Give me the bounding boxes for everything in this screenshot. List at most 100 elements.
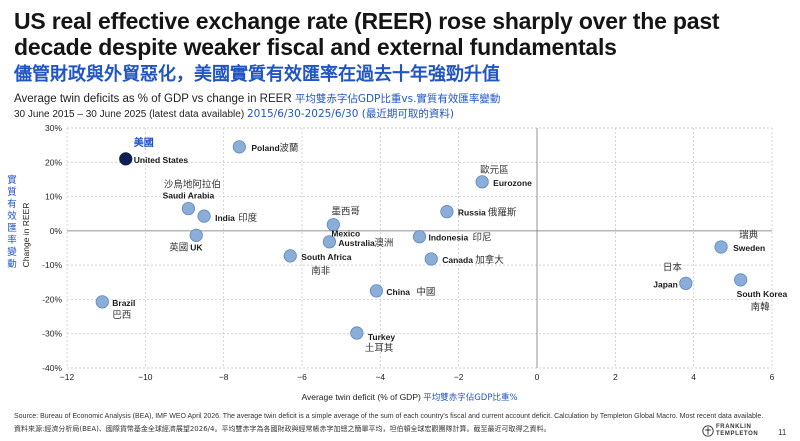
point-label-russia: Russia — [458, 208, 486, 218]
point-label-cn-russia: 俄羅斯 — [488, 207, 517, 219]
point-label-cn-south-korea: 南韓 — [751, 301, 771, 313]
point-label-cn-canada: 加拿大 — [475, 254, 504, 266]
point-brazil — [95, 295, 109, 309]
source-note-cn: 資料來源:經濟分析局(BEA)、國際貨幣基金全球經濟展望2026/4。平均雙赤字… — [14, 425, 551, 433]
x-tick-label: 4 — [691, 372, 696, 382]
point-label-cn-brazil: 巴西 — [112, 310, 131, 321]
date-range-en: 30 June 2015 – 30 June 2025 (latest data… — [14, 109, 245, 120]
point-label-australia: Australia — [338, 238, 375, 248]
point-label-united-states: United States — [134, 155, 189, 165]
point-label-cn-poland: 波蘭 — [279, 142, 298, 154]
y-axis-label-cn-char: 率 — [7, 234, 17, 246]
logo-emblem-icon — [702, 425, 714, 437]
point-mexico — [326, 218, 340, 232]
chart-description-cn: 平均雙赤字佔GDP比重vs.實質有效匯率變動 — [294, 93, 501, 105]
point-label-mexico: Mexico — [331, 229, 360, 239]
x-tick-label: −6 — [297, 372, 307, 382]
point-label-indonesia: Indonesia — [429, 233, 469, 243]
point-label-eurozone: Eurozone — [493, 178, 532, 188]
y-axis-label-cn-char: 有 — [7, 198, 17, 210]
x-axis-label: Average twin deficit (% of GDP) 平均雙赤字佔GD… — [301, 392, 517, 403]
point-label-uk: UK — [190, 242, 203, 252]
y-axis-label-en: Change in REER — [21, 203, 31, 268]
y-tick-label: -40% — [42, 363, 62, 373]
logo-line-1: FRANKLIN — [716, 424, 752, 430]
y-axis-label-cn-char: 質 — [7, 186, 17, 198]
x-tick-label: 0 — [535, 372, 540, 382]
chart-description: Average twin deficits as % of GDP vs cha… — [14, 91, 500, 106]
point-china — [369, 284, 384, 298]
point-label-turkey: Turkey — [368, 332, 396, 342]
axes: -40% -30% -20% -10% 0% 10% 20% 30% −12 −10 −8 −6 −4 −… — [7, 123, 774, 403]
source-note-en: Source: Bureau of Economic Analysis (BEA… — [14, 413, 764, 420]
point-label-cn-united-states: 美國 — [134, 136, 154, 149]
point-eurozone — [475, 175, 489, 189]
y-tick-label: -20% — [42, 294, 62, 304]
point-label-cn-mexico: 墨西哥 — [331, 207, 360, 218]
x-tick-label: 6 — [770, 372, 775, 382]
point-label-china: China — [386, 287, 410, 297]
x-tick-label: −8 — [219, 372, 229, 382]
x-tick-label: −2 — [454, 372, 464, 382]
point-labels: United States 美國 Poland 波蘭 Saudi Arabia沙烏地阿拉… — [112, 136, 787, 354]
point-label-cn-south-africa: 南非 — [311, 265, 331, 277]
point-saudi-arabia — [181, 201, 196, 216]
point-label-cn-uk: 英國 — [169, 241, 188, 253]
y-tick-label: 30% — [45, 123, 62, 133]
point-label-poland: Poland — [251, 143, 279, 153]
y-axis-label-cn-char: 變 — [7, 246, 17, 258]
page-number: 11 — [778, 428, 787, 437]
y-axis-label-cn-char: 效 — [7, 210, 17, 222]
point-poland — [232, 140, 246, 154]
y-tick-label: 20% — [45, 157, 62, 167]
date-range-cn: 2015/6/30-2025/6/30 (最近期可取的資料) — [246, 108, 454, 120]
point-label-cn-eurozone: 歐元區 — [480, 164, 509, 176]
point-label-cn-japan: 日本 — [663, 261, 683, 273]
point-label-cn-sweden: 瑞典 — [739, 229, 759, 241]
point-label-saudi-arabia: Saudi Arabia — [163, 191, 215, 201]
point-label-south-korea: South Korea — [737, 289, 788, 299]
point-label-india: India — [215, 213, 235, 223]
logo-line-2: TEMPLETON — [716, 431, 759, 437]
point-south-korea — [734, 273, 748, 287]
point-indonesia — [412, 230, 427, 244]
point-turkey — [350, 326, 364, 340]
x-axis-label-en: Average twin deficit (% of GDP) — [301, 392, 423, 402]
chart-description-en: Average twin deficits as % of GDP vs cha… — [14, 93, 292, 105]
y-tick-label: -10% — [42, 260, 62, 270]
y-axis-label-cn-char: 實 — [7, 174, 17, 186]
point-south-africa — [283, 249, 297, 263]
x-axis-label-cn: 平均雙赤字佔GDP比重% — [423, 392, 517, 403]
point-label-cn-saudi-arabia: 沙烏地阿拉伯 — [164, 179, 221, 191]
data-points — [95, 140, 748, 340]
y-tick-label: 0% — [50, 226, 63, 236]
page-title: US real effective exchange rate (REER) r… — [14, 8, 720, 60]
point-uk — [189, 228, 203, 242]
point-australia — [322, 235, 337, 249]
x-tick-label: 2 — [613, 372, 618, 382]
point-label-sweden: Sweden — [733, 243, 765, 253]
y-axis-label-cn-char: 動 — [7, 259, 17, 270]
y-axis-label-cn-char: 匯 — [7, 223, 17, 234]
point-label-japan: Japan — [653, 279, 678, 289]
point-canada — [424, 252, 438, 266]
point-sweden — [714, 240, 728, 254]
y-tick-label: -30% — [42, 329, 62, 339]
subtitle-chinese: 儘管財政與外貿惡化，美國實質有效匯率在過去十年強勁升值 — [14, 64, 500, 85]
x-tick-label: −12 — [60, 372, 75, 382]
point-label-cn-indonesia: 印尼 — [473, 232, 492, 244]
x-tick-label: −10 — [138, 372, 153, 382]
franklin-templeton-logo: FRANKLIN TEMPLETON — [702, 424, 758, 438]
point-label-cn-australia: 澳洲 — [374, 237, 393, 249]
point-label-cn-india: 印度 — [238, 212, 258, 224]
point-japan — [679, 276, 693, 290]
date-range: 30 June 2015 – 30 June 2025 (latest data… — [14, 106, 454, 121]
point-label-south-africa: South Africa — [301, 252, 351, 262]
logo-wordmark: FRANKLIN TEMPLETON — [716, 424, 758, 438]
point-label-brazil: Brazil — [112, 298, 135, 308]
point-label-cn-china: 中國 — [416, 286, 435, 298]
point-india — [197, 209, 211, 223]
point-label-cn-turkey: 土耳其 — [365, 342, 394, 354]
point-united-states — [119, 152, 133, 166]
